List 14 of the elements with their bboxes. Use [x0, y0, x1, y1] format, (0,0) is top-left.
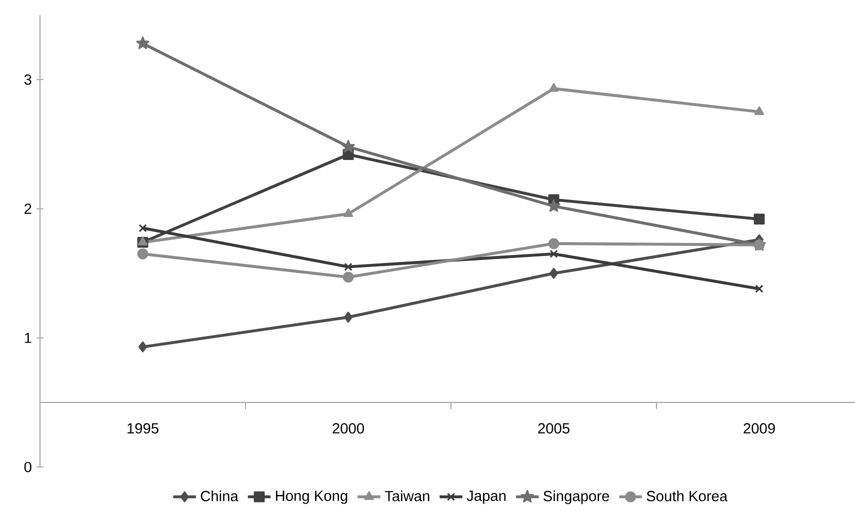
- legend-label: China: [200, 490, 238, 502]
- y-tick-label: 1: [24, 332, 32, 343]
- x-tick-label: 1995: [128, 423, 158, 434]
- legend-label: Singapore: [544, 490, 610, 504]
- legend-label: Hong Kong: [276, 490, 348, 504]
- legend-label: South Korea: [646, 490, 728, 502]
- x-tick-label: 2009: [744, 423, 775, 434]
- x-tick-label: 2000: [332, 423, 364, 434]
- legend-label: Taiwan: [384, 490, 430, 502]
- legend-label: Japan: [466, 490, 506, 504]
- x-tick-label: 2005: [538, 423, 570, 434]
- y-tick-label: 2: [24, 204, 32, 214]
- y-tick-label: 3: [24, 74, 32, 85]
- y-tick-label: 0: [24, 462, 32, 472]
